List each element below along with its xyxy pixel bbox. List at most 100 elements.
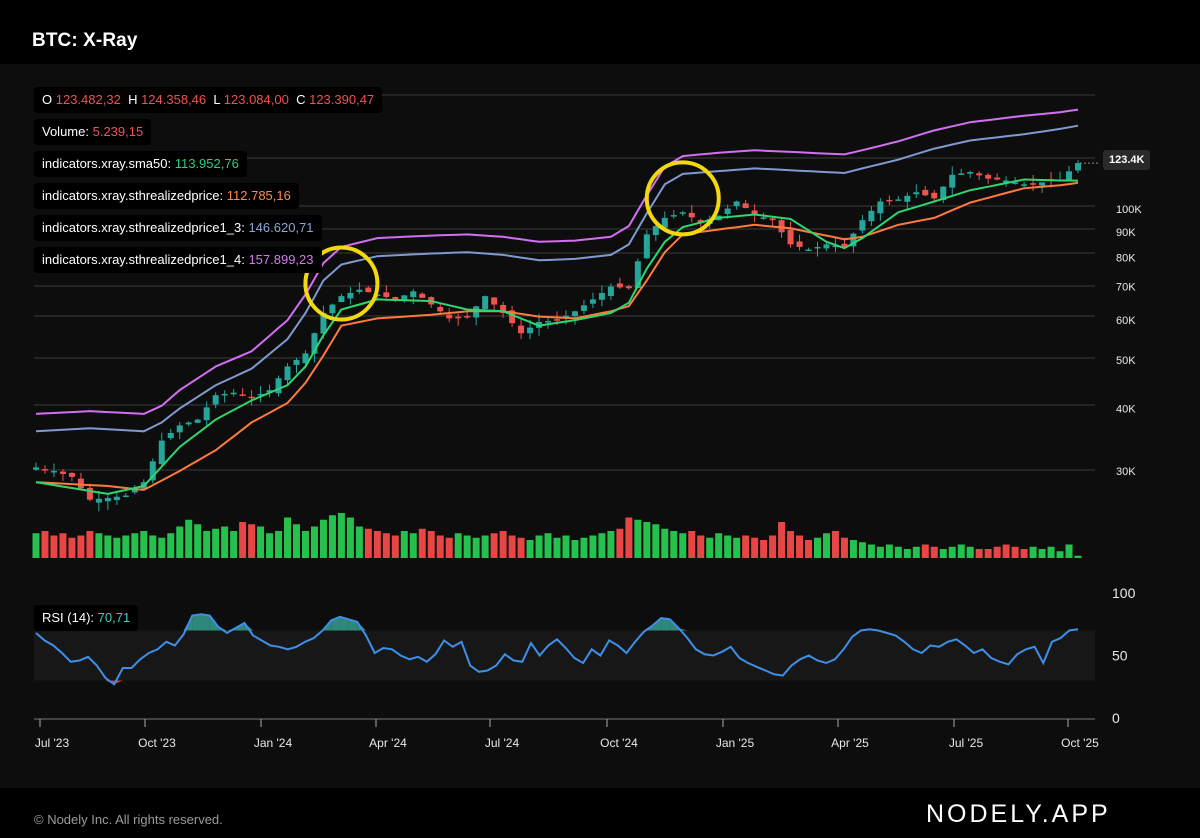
rsi-band bbox=[34, 630, 1095, 681]
volume-bar bbox=[77, 535, 85, 558]
legend-low-value: 123.084,00 bbox=[223, 92, 289, 107]
legend-volume-value: 5.239,15 bbox=[92, 124, 144, 139]
candle-body bbox=[392, 297, 399, 300]
volume-bar bbox=[257, 526, 265, 558]
candle-body bbox=[33, 467, 39, 470]
legend-realized14-label: indicators.xray.sthrealizedprice1_4: bbox=[42, 252, 245, 267]
candle-body bbox=[868, 210, 875, 222]
legend-sma50-value: 113.952,76 bbox=[174, 156, 239, 171]
legend-ohlc: O 123.482,32 H 124.358,46 L 123.084,00 C… bbox=[34, 87, 383, 113]
candle-body bbox=[607, 286, 614, 296]
volume-bar bbox=[203, 531, 211, 558]
candle-body bbox=[131, 488, 138, 493]
candle-body bbox=[724, 208, 731, 215]
volume-bar bbox=[679, 533, 687, 558]
legend-o-label: O bbox=[42, 92, 53, 107]
volume-bar bbox=[454, 533, 462, 558]
last-price-tag: 123.4K bbox=[1103, 150, 1151, 170]
price-axis-tick: 40K bbox=[1116, 403, 1136, 415]
candle-body bbox=[751, 210, 758, 215]
volume-bar bbox=[894, 546, 902, 558]
sthrealizedprice1_3-line bbox=[35, 124, 1079, 433]
legend-volume-label: Volume: bbox=[42, 124, 89, 139]
volume-bar bbox=[436, 535, 444, 558]
legend-volume: Volume: 5.239,15 bbox=[34, 119, 152, 145]
volume-bar bbox=[760, 540, 768, 558]
price-axis-tick: 30K bbox=[1116, 466, 1136, 478]
volume-bar bbox=[364, 528, 372, 558]
volume-bar bbox=[248, 524, 256, 558]
volume-bar bbox=[733, 537, 741, 558]
candle-body bbox=[248, 396, 255, 399]
candle-body bbox=[895, 199, 902, 201]
rsi-axis-tick: 0 bbox=[1112, 710, 1120, 726]
legend-close-value: 123.390,47 bbox=[309, 92, 375, 107]
candle-body bbox=[122, 495, 129, 498]
candle-body bbox=[922, 189, 929, 196]
legend-realized-value: 112.785,16 bbox=[226, 188, 291, 203]
candle-body bbox=[886, 199, 893, 202]
rsi-axis-tick: 50 bbox=[1112, 648, 1128, 664]
volume-bar bbox=[1020, 549, 1028, 558]
candle-body bbox=[697, 220, 704, 223]
volume-bar bbox=[1047, 546, 1055, 558]
x-axis-tick: Oct '23 bbox=[138, 736, 176, 750]
candle-body bbox=[670, 215, 677, 217]
candle-body bbox=[742, 203, 749, 209]
volume-bar bbox=[328, 515, 336, 558]
volume-bar bbox=[589, 535, 597, 558]
candle-body bbox=[616, 283, 623, 288]
volume-bar bbox=[490, 533, 498, 558]
volume-bar bbox=[319, 519, 327, 558]
candle-body bbox=[500, 304, 507, 314]
highlight-circle-1 bbox=[644, 160, 721, 237]
candle-body bbox=[446, 314, 453, 319]
candle-body bbox=[769, 218, 776, 221]
legend-realized14: indicators.xray.sthrealizedprice1_4: 157… bbox=[34, 247, 322, 273]
x-axis-tick: Oct '25 bbox=[1061, 736, 1099, 750]
candle-body bbox=[805, 249, 812, 252]
volume-bar bbox=[966, 546, 974, 558]
volume-bar bbox=[284, 517, 292, 558]
copyright-text: © Nodely Inc. All rights reserved. bbox=[34, 812, 223, 827]
candle-body bbox=[509, 310, 516, 324]
rsi-line bbox=[35, 613, 1079, 686]
volume-bar bbox=[427, 531, 435, 558]
sthrealizedprice-line bbox=[35, 181, 1079, 491]
candle-body bbox=[554, 319, 560, 321]
volume-bar bbox=[167, 533, 175, 558]
candle-body bbox=[203, 407, 210, 421]
rsi-overbought-fill bbox=[200, 614, 210, 631]
volume-bar bbox=[598, 533, 606, 558]
candle-body bbox=[913, 192, 920, 195]
candle-body bbox=[1075, 163, 1081, 171]
candle-body bbox=[95, 498, 102, 503]
volume-bar bbox=[185, 519, 193, 558]
volume-bar bbox=[337, 513, 345, 558]
candle-body bbox=[562, 315, 569, 318]
candle-body bbox=[841, 243, 848, 247]
x-axis-tick: Apr '24 bbox=[369, 736, 407, 750]
volume-bar bbox=[418, 528, 426, 558]
candle-body bbox=[329, 304, 336, 314]
candle-body bbox=[50, 471, 57, 473]
volume-bar bbox=[472, 537, 480, 558]
highlight-circle-0 bbox=[303, 245, 380, 322]
candle-body bbox=[967, 172, 974, 174]
candle-body bbox=[832, 245, 839, 248]
volume-bar bbox=[652, 524, 660, 558]
volume-bar bbox=[113, 537, 121, 558]
candle-body bbox=[823, 244, 830, 249]
candle-body bbox=[338, 296, 345, 303]
candle-body bbox=[257, 393, 264, 396]
volume-bar bbox=[517, 537, 525, 558]
candle-body bbox=[994, 177, 1001, 180]
price-axis-tick: 60K bbox=[1116, 315, 1136, 327]
candle-body bbox=[985, 174, 992, 179]
candle-body bbox=[347, 292, 354, 299]
volume-bar bbox=[571, 540, 579, 558]
volume-bar bbox=[104, 535, 112, 558]
price-axis-tick: 70K bbox=[1116, 282, 1136, 294]
volume-bar bbox=[715, 533, 723, 558]
